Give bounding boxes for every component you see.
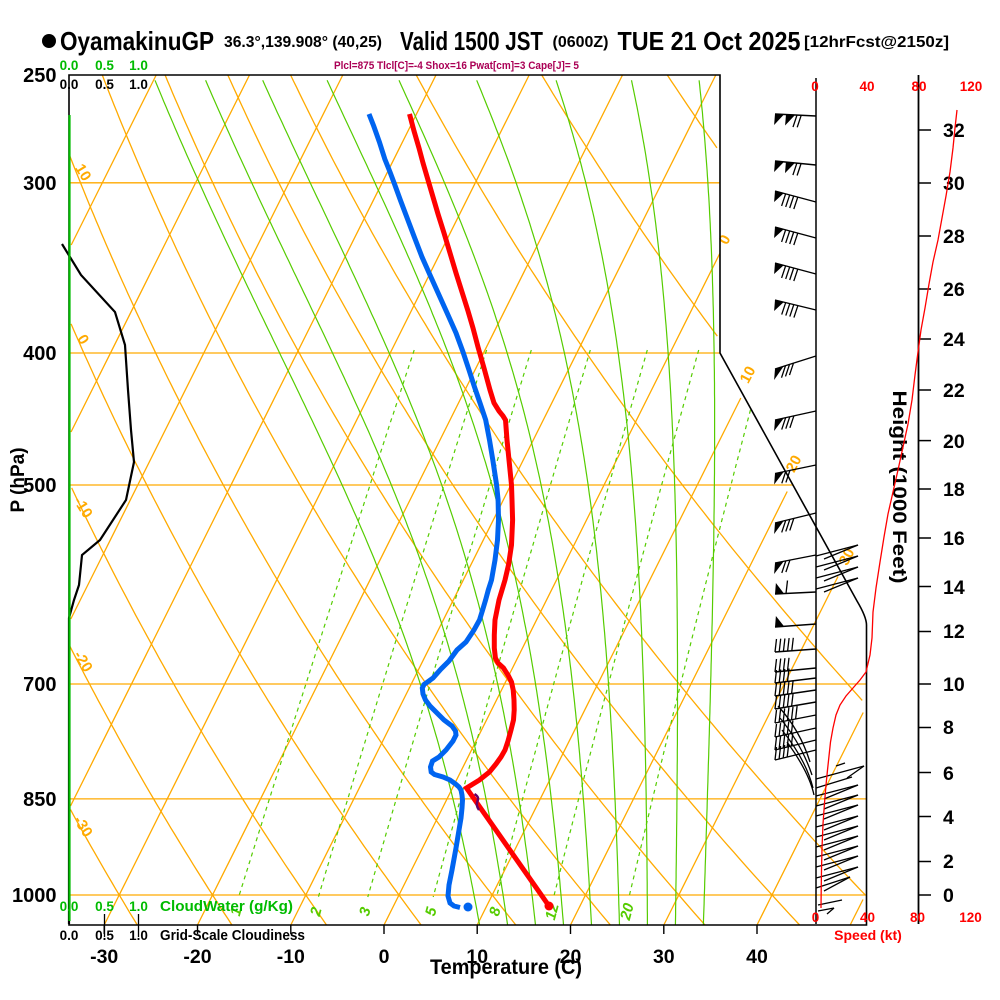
- svg-text:P (hPa): P (hPa): [8, 447, 29, 512]
- svg-text:10: 10: [943, 674, 965, 696]
- svg-text:0: 0: [811, 79, 819, 94]
- svg-text:22: 22: [943, 380, 965, 402]
- svg-text:16: 16: [943, 528, 965, 550]
- svg-text:0.0: 0.0: [60, 58, 79, 73]
- svg-text:1000: 1000: [12, 885, 57, 907]
- svg-text:850: 850: [23, 789, 56, 811]
- svg-text:2: 2: [943, 851, 954, 873]
- svg-text:250: 250: [23, 65, 56, 87]
- svg-text:400: 400: [23, 343, 56, 365]
- svg-text:24: 24: [943, 329, 965, 351]
- svg-text:6: 6: [943, 763, 954, 785]
- svg-text:18: 18: [943, 479, 965, 501]
- svg-text:0.5: 0.5: [95, 58, 114, 73]
- svg-text:Valid 1500 JST: Valid 1500 JST: [400, 26, 543, 56]
- svg-text:80: 80: [911, 79, 926, 94]
- svg-text:0.0: 0.0: [60, 928, 79, 943]
- svg-text:36.3°,139.908° (40,25): 36.3°,139.908° (40,25): [224, 34, 382, 51]
- svg-text:-30: -30: [90, 946, 118, 968]
- svg-text:4: 4: [943, 807, 954, 829]
- svg-text:1.0: 1.0: [129, 899, 148, 914]
- svg-text:Temperature (C): Temperature (C): [430, 956, 582, 979]
- svg-text:20: 20: [943, 431, 965, 453]
- svg-text:Plcl=875 Tlcl[C]=-4 Shox=16 Pw: Plcl=875 Tlcl[C]=-4 Shox=16 Pwat[cm]=3 C…: [334, 60, 579, 72]
- svg-text:0.5: 0.5: [95, 899, 114, 914]
- svg-text:-20: -20: [183, 946, 211, 968]
- svg-text:TUE 21 Oct 2025: TUE 21 Oct 2025: [618, 26, 801, 56]
- svg-text:120: 120: [960, 79, 983, 94]
- svg-text:500: 500: [23, 475, 56, 497]
- svg-text:Grid-Scale Cloudiness: Grid-Scale Cloudiness: [160, 928, 305, 944]
- svg-text:120: 120: [959, 910, 982, 925]
- svg-text:300: 300: [23, 173, 56, 195]
- svg-text:32: 32: [943, 120, 965, 142]
- svg-text:-10: -10: [277, 946, 305, 968]
- svg-text:700: 700: [23, 674, 56, 696]
- svg-text:40: 40: [860, 910, 875, 925]
- svg-text:8: 8: [943, 717, 954, 739]
- svg-text:0.0: 0.0: [60, 77, 79, 92]
- svg-text:12: 12: [943, 621, 965, 643]
- svg-text:80: 80: [910, 910, 925, 925]
- svg-text:0.0: 0.0: [60, 899, 79, 914]
- svg-text:28: 28: [943, 226, 965, 248]
- svg-text:40: 40: [746, 946, 768, 968]
- svg-text:0: 0: [943, 885, 954, 907]
- svg-text:Speed (kt): Speed (kt): [834, 927, 902, 943]
- svg-text:10: 10: [71, 161, 94, 184]
- svg-text:30: 30: [653, 946, 675, 968]
- svg-text:0.5: 0.5: [95, 928, 114, 943]
- svg-text:26: 26: [943, 279, 965, 301]
- svg-text:20: 20: [560, 946, 582, 968]
- svg-text:14: 14: [943, 577, 965, 599]
- svg-text:20: 20: [783, 453, 806, 476]
- svg-text:1.0: 1.0: [129, 58, 148, 73]
- svg-text:1.0: 1.0: [129, 928, 148, 943]
- svg-text:[12hrFcst@2150z]: [12hrFcst@2150z]: [804, 34, 949, 51]
- svg-text:CloudWater (g/Kg): CloudWater (g/Kg): [160, 899, 293, 915]
- svg-text:0: 0: [379, 946, 390, 968]
- svg-text:1.0: 1.0: [129, 77, 148, 92]
- svg-text:20: 20: [617, 901, 638, 923]
- svg-text:0: 0: [812, 910, 820, 925]
- svg-text:0.5: 0.5: [95, 77, 114, 92]
- svg-text:(0600Z): (0600Z): [553, 34, 609, 51]
- svg-text:Height (1000 Feet): Height (1000 Feet): [888, 391, 909, 584]
- svg-text:10: 10: [466, 946, 488, 968]
- svg-text:OyamakinuGP: OyamakinuGP: [60, 26, 214, 56]
- svg-text:10: 10: [737, 364, 760, 387]
- svg-text:40: 40: [859, 79, 874, 94]
